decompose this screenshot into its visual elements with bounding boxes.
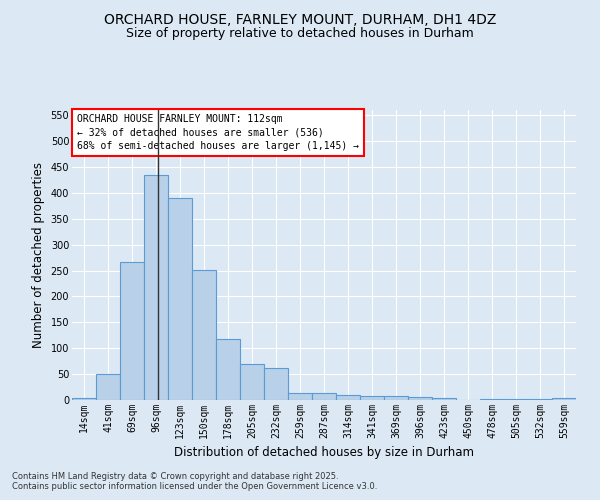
Bar bbox=[216, 340, 240, 400]
Bar bbox=[288, 394, 312, 400]
Text: Distribution of detached houses by size in Durham: Distribution of detached houses by size … bbox=[174, 446, 474, 459]
Bar bbox=[336, 396, 360, 400]
Text: Contains HM Land Registry data © Crown copyright and database right 2025.: Contains HM Land Registry data © Crown c… bbox=[12, 472, 338, 481]
Bar bbox=[240, 364, 264, 400]
Bar bbox=[384, 396, 408, 400]
Bar bbox=[264, 368, 288, 400]
Text: ORCHARD HOUSE, FARNLEY MOUNT, DURHAM, DH1 4DZ: ORCHARD HOUSE, FARNLEY MOUNT, DURHAM, DH… bbox=[104, 12, 496, 26]
Bar bbox=[120, 262, 144, 400]
Bar bbox=[552, 398, 576, 400]
Bar bbox=[168, 198, 192, 400]
Bar bbox=[192, 270, 216, 400]
Bar bbox=[432, 398, 456, 400]
Bar bbox=[312, 394, 336, 400]
Bar bbox=[360, 396, 384, 400]
Bar bbox=[144, 174, 168, 400]
Text: Contains public sector information licensed under the Open Government Licence v3: Contains public sector information licen… bbox=[12, 482, 377, 491]
Bar bbox=[72, 398, 96, 400]
Text: Size of property relative to detached houses in Durham: Size of property relative to detached ho… bbox=[126, 28, 474, 40]
Bar bbox=[96, 374, 120, 400]
Y-axis label: Number of detached properties: Number of detached properties bbox=[32, 162, 45, 348]
Text: ORCHARD HOUSE FARNLEY MOUNT: 112sqm
← 32% of detached houses are smaller (536)
6: ORCHARD HOUSE FARNLEY MOUNT: 112sqm ← 32… bbox=[77, 114, 359, 151]
Bar bbox=[408, 398, 432, 400]
